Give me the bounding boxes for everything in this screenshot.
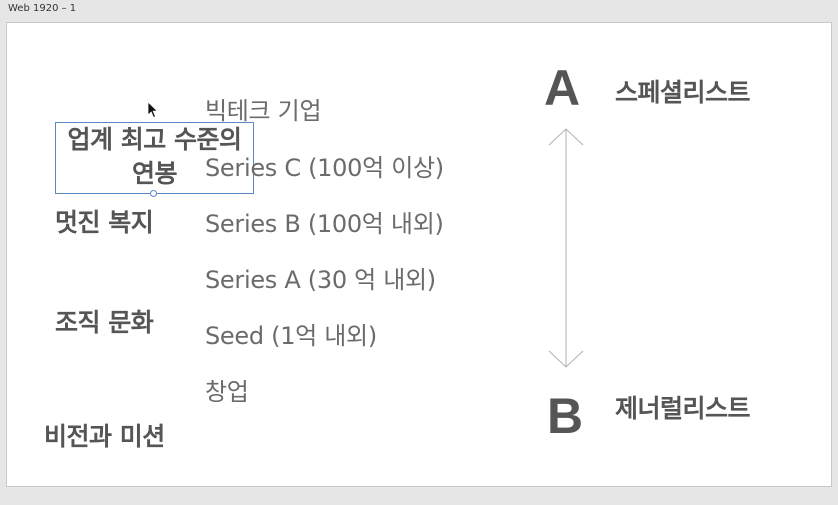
- vision-text[interactable]: 비전과 미션: [44, 422, 165, 451]
- stage-startup[interactable]: 창업: [205, 378, 249, 406]
- specialist-text[interactable]: 스페셜리스트: [615, 78, 751, 107]
- generalist-text[interactable]: 제너럴리스트: [615, 394, 751, 423]
- artboard-label[interactable]: Web 1920 – 1: [8, 3, 77, 14]
- arrow-cursor-icon: [147, 101, 159, 119]
- stage-bigtech[interactable]: 빅테크 기업: [205, 97, 322, 125]
- stage-seed[interactable]: Seed (1억 내외): [205, 322, 377, 350]
- welfare-text[interactable]: 멋진 복지: [55, 208, 154, 237]
- double-headed-arrow-icon[interactable]: [547, 123, 587, 373]
- culture-text[interactable]: 조직 문화: [55, 308, 154, 337]
- stage-series-b[interactable]: Series B (100억 내외): [205, 210, 444, 238]
- scale-bottom-letter[interactable]: B: [547, 388, 584, 444]
- salary-text[interactable]: 업계 최고 수준의 연봉: [67, 125, 242, 188]
- artboard-web-1920-1[interactable]: 업계 최고 수준의 연봉 멋진 복지 조직 문화 비전과 미션 빅테크 기업 S…: [6, 22, 832, 487]
- scale-top-letter[interactable]: A: [544, 60, 581, 116]
- text-selection-box[interactable]: [55, 122, 254, 197]
- stage-series-c[interactable]: Series C (100억 이상): [205, 154, 444, 182]
- stage-series-a[interactable]: Series A (30 억 내외): [205, 266, 436, 294]
- resize-handle-bottom[interactable]: [150, 190, 157, 197]
